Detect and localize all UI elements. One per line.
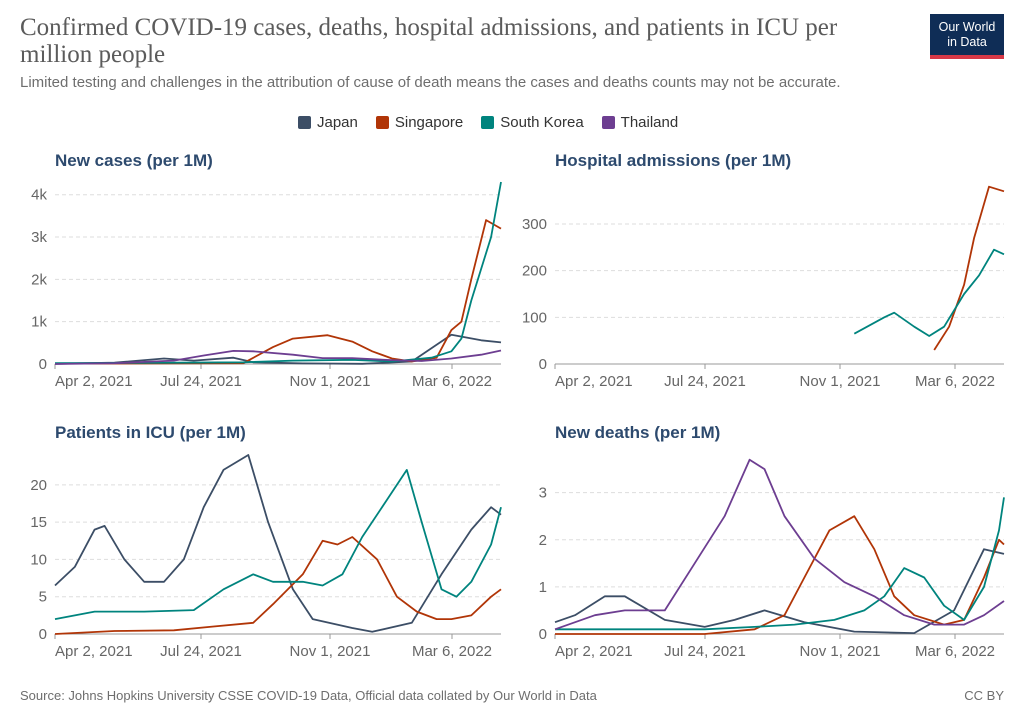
legend: Japan Singapore South Korea Thailand [298, 114, 678, 131]
y-tick-label: 0 [39, 356, 47, 373]
series-line-japan[interactable] [54, 333, 502, 365]
series-line-south-korea[interactable] [853, 248, 1005, 337]
series-line-japan[interactable] [554, 548, 1005, 634]
y-tick-label: 200 [522, 263, 547, 280]
source-note: Source: Johns Hopkins University CSSE CO… [20, 688, 597, 703]
y-tick-label: 3 [539, 485, 547, 502]
x-tick-label: Jul 24, 2021 [664, 643, 746, 660]
y-tick-label: 2 [539, 532, 547, 549]
panel-title-2: Patients in ICU (per 1M) [55, 423, 246, 442]
panel-title-3: New deaths (per 1M) [555, 423, 720, 442]
series-line-thailand[interactable] [54, 349, 502, 365]
chart-subtitle: Limited testing and challenges in the at… [20, 74, 841, 91]
x-tick-label: Apr 2, 2021 [55, 373, 133, 390]
legend-item-japan[interactable]: Japan [298, 114, 358, 131]
y-tick-label: 10 [30, 551, 47, 568]
panel-title-1: Hospital admissions (per 1M) [555, 151, 791, 170]
x-tick-label: Nov 1, 2021 [290, 373, 371, 390]
x-tick-label: Jul 24, 2021 [160, 373, 242, 390]
chart-title: Confirmed COVID-19 cases, deaths, hospit… [20, 14, 838, 68]
legend-item-south-korea[interactable]: South Korea [481, 114, 584, 131]
license-label[interactable]: CC BY [964, 688, 1004, 703]
y-tick-label: 0 [39, 626, 47, 643]
x-tick-label: Apr 2, 2021 [55, 643, 133, 660]
series-line-south-korea[interactable] [54, 181, 502, 365]
x-tick-label: Apr 2, 2021 [555, 643, 633, 660]
y-tick-label: 3k [31, 229, 47, 246]
legend-swatch-japan [298, 116, 311, 129]
series-line-singapore[interactable] [555, 515, 1005, 635]
x-tick-label: Nov 1, 2021 [290, 643, 371, 660]
y-tick-label: 20 [30, 477, 47, 494]
legend-swatch-thailand [601, 116, 615, 129]
series-line-japan[interactable] [54, 454, 502, 633]
x-tick-label: Nov 1, 2021 [800, 643, 881, 660]
logo-line-2: in Data [947, 35, 987, 49]
logo-line-1: Our World [938, 20, 996, 34]
legend-label-thailand: Thailand [620, 114, 679, 131]
series-line-singapore[interactable] [933, 185, 1005, 351]
legend-item-singapore[interactable]: Singapore [375, 114, 464, 131]
x-tick-label: Mar 6, 2022 [915, 373, 995, 390]
y-tick-label: 15 [30, 514, 47, 531]
legend-swatch-south-korea [481, 116, 495, 129]
series-line-south-korea[interactable] [555, 497, 1005, 631]
y-tick-label: 300 [522, 216, 547, 233]
x-tick-label: Nov 1, 2021 [800, 373, 881, 390]
x-tick-label: Mar 6, 2022 [915, 643, 995, 660]
x-tick-label: Jul 24, 2021 [160, 643, 242, 660]
series-line-singapore[interactable] [54, 536, 502, 635]
x-tick-label: Apr 2, 2021 [555, 373, 633, 390]
x-tick-label: Mar 6, 2022 [412, 643, 492, 660]
y-tick-label: 0 [539, 626, 547, 643]
x-tick-label: Mar 6, 2022 [412, 373, 492, 390]
series-line-south-korea[interactable] [54, 469, 502, 620]
legend-label-japan: Japan [317, 114, 358, 131]
legend-item-thailand[interactable]: Thailand [601, 114, 679, 131]
y-tick-label: 5 [39, 589, 47, 606]
y-tick-label: 100 [522, 309, 547, 326]
y-tick-label: 0 [539, 356, 547, 373]
x-tick-label: Jul 24, 2021 [664, 373, 746, 390]
y-tick-label: 2k [31, 271, 47, 288]
y-tick-label: 4k [31, 187, 47, 204]
y-tick-label: 1k [31, 314, 47, 331]
series-line-singapore[interactable] [54, 219, 502, 365]
series-line-thailand[interactable] [554, 458, 1005, 631]
owid-logo[interactable]: Our World in Data [930, 14, 1004, 59]
legend-label-south-korea: South Korea [500, 114, 584, 131]
legend-swatch-singapore [375, 116, 389, 129]
legend-label-singapore: Singapore [394, 114, 464, 131]
panel-title-0: New cases (per 1M) [55, 151, 213, 170]
y-tick-label: 1 [539, 579, 547, 596]
